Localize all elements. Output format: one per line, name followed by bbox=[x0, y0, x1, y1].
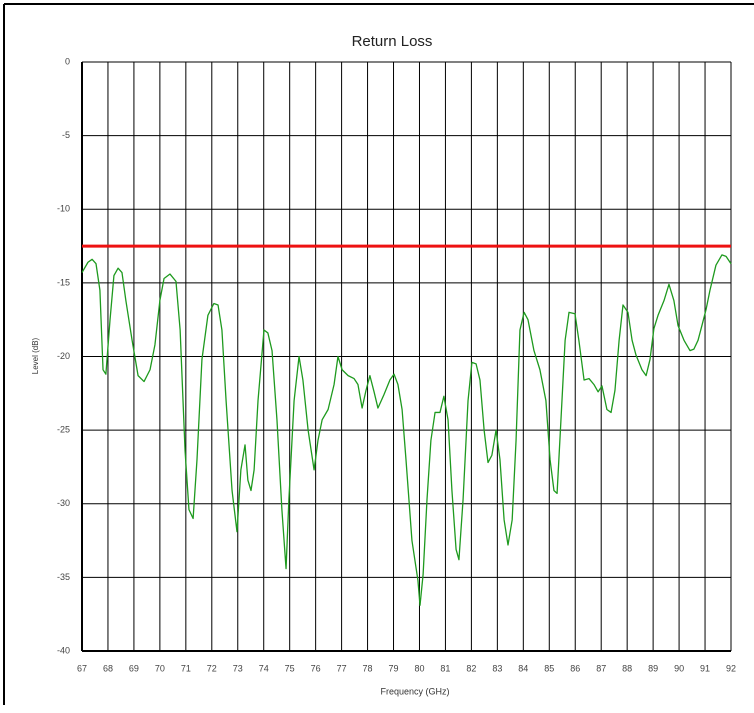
x-tick-label: 82 bbox=[466, 663, 476, 673]
x-tick-label: 85 bbox=[544, 663, 554, 673]
x-tick-label: 74 bbox=[259, 663, 269, 673]
x-tick-label: 68 bbox=[103, 663, 113, 673]
x-tick-label: 91 bbox=[700, 663, 710, 673]
chart-title: Return Loss bbox=[352, 33, 433, 50]
x-tick-label: 77 bbox=[337, 663, 347, 673]
x-axis-label: Frequency (GHz) bbox=[380, 686, 449, 696]
x-tick-label: 92 bbox=[726, 663, 736, 673]
y-tick-label: 0 bbox=[65, 56, 70, 66]
x-tick-label: 67 bbox=[77, 663, 87, 673]
x-tick-label: 71 bbox=[181, 663, 191, 673]
y-tick-label: -5 bbox=[62, 130, 70, 140]
y-tick-label: -25 bbox=[57, 425, 70, 435]
x-tick-label: 78 bbox=[363, 663, 373, 673]
y-tick-label: -20 bbox=[57, 351, 70, 361]
x-tick-label: 73 bbox=[233, 663, 243, 673]
x-tick-label: 72 bbox=[207, 663, 217, 673]
x-tick-label: 70 bbox=[155, 663, 165, 673]
y-axis-label: Level (dB) bbox=[31, 337, 40, 374]
x-tick-label: 81 bbox=[440, 663, 450, 673]
x-tick-label: 86 bbox=[570, 663, 580, 673]
x-tick-label: 84 bbox=[518, 663, 528, 673]
x-tick-label: 83 bbox=[492, 663, 502, 673]
data-line bbox=[81, 254, 732, 606]
x-tick-label: 76 bbox=[311, 663, 321, 673]
y-tick-label: -35 bbox=[57, 572, 70, 582]
x-tick-label: 88 bbox=[622, 663, 632, 673]
y-tick-label: -30 bbox=[57, 498, 70, 508]
x-tick-label: 79 bbox=[389, 663, 399, 673]
x-tick-label: 69 bbox=[129, 663, 139, 673]
y-tick-label: -15 bbox=[57, 277, 70, 287]
x-tick-label: 87 bbox=[596, 663, 606, 673]
x-tick-label: 75 bbox=[285, 663, 295, 673]
y-tick-label: -10 bbox=[57, 204, 70, 214]
x-tick-label: 90 bbox=[674, 663, 684, 673]
y-tick-label: -40 bbox=[57, 645, 70, 655]
x-tick-label: 89 bbox=[648, 663, 658, 673]
x-tick-label: 80 bbox=[414, 663, 424, 673]
